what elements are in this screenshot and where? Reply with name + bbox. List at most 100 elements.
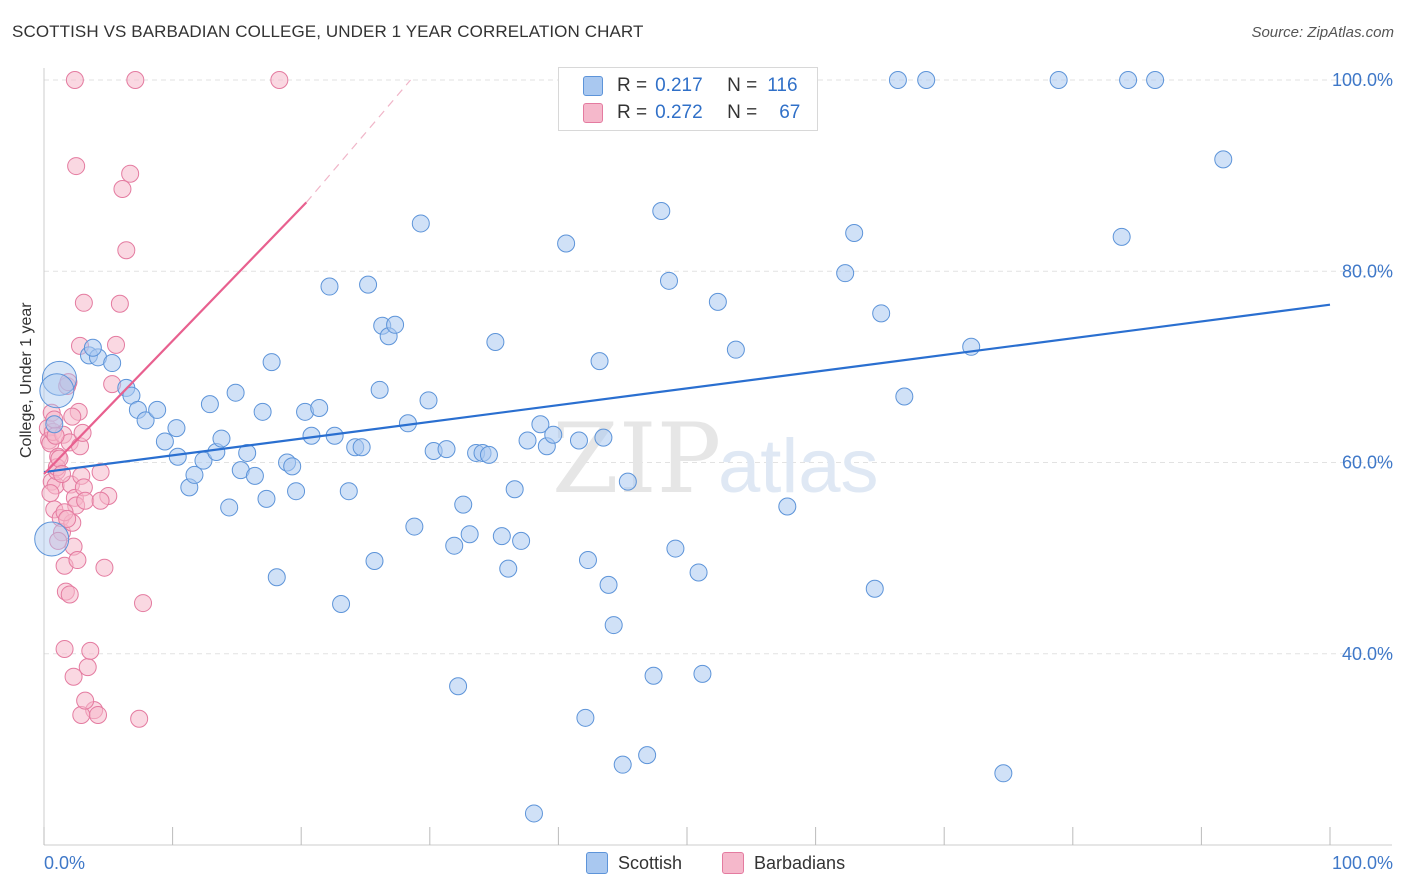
barbadian-points bbox=[38, 71, 289, 728]
scottish-point bbox=[370, 380, 389, 399]
barbadian-point bbox=[121, 164, 140, 183]
scottish-point bbox=[168, 447, 187, 466]
barbadian-point bbox=[270, 71, 289, 89]
scottish-point bbox=[689, 563, 708, 582]
scottish-point bbox=[659, 271, 678, 290]
scottish-point bbox=[310, 398, 329, 417]
scottish-point bbox=[283, 457, 302, 476]
source-credit: Source: ZipAtlas.com bbox=[1251, 24, 1394, 41]
scottish-point bbox=[599, 575, 618, 594]
scottish-point bbox=[557, 234, 576, 253]
scottish-point bbox=[136, 411, 155, 430]
scottish-point bbox=[267, 568, 286, 587]
scottish-point bbox=[287, 482, 306, 501]
scottish-point bbox=[499, 559, 518, 578]
scottish-point bbox=[45, 415, 64, 434]
x-tick-label-max: 100.0% bbox=[1332, 853, 1393, 873]
watermark: ZIP atlas bbox=[552, 403, 879, 515]
barbadian-point bbox=[107, 335, 126, 354]
scottish-point bbox=[836, 264, 855, 283]
y-tick-label: 100.0% bbox=[1332, 70, 1393, 90]
y-axis-title: College, Under 1 year bbox=[18, 302, 35, 458]
scottish-point bbox=[1112, 227, 1131, 246]
scottish-point bbox=[594, 428, 613, 447]
watermark-atlas: atlas bbox=[718, 424, 879, 509]
scottish-point bbox=[253, 402, 272, 421]
scottish-point bbox=[917, 71, 936, 89]
scottish-point bbox=[479, 445, 498, 464]
scottish-point bbox=[332, 595, 351, 614]
scottish-point bbox=[386, 315, 405, 334]
scottish-point bbox=[411, 214, 430, 233]
scottish-point bbox=[437, 440, 456, 459]
scottish-point bbox=[638, 746, 657, 765]
axes bbox=[43, 68, 1392, 846]
barbadian-point bbox=[76, 491, 95, 510]
bottom-legend-barbadian: Barbadians bbox=[722, 852, 845, 874]
scottish-point bbox=[454, 495, 473, 514]
barbadian-point bbox=[67, 157, 86, 176]
barbadian-point bbox=[91, 463, 110, 482]
scottish-point bbox=[604, 616, 623, 635]
scottish-points bbox=[34, 71, 1233, 823]
barbadian-trend-extension bbox=[305, 79, 411, 203]
scottish-point bbox=[613, 755, 632, 774]
legend-n-label: N = bbox=[727, 102, 758, 123]
scottish-point bbox=[531, 415, 550, 434]
barbadian-point bbox=[64, 667, 83, 686]
scottish-point bbox=[419, 391, 438, 410]
scottish-point bbox=[460, 525, 479, 544]
scottish-point bbox=[238, 443, 257, 462]
scottish-point bbox=[39, 373, 75, 409]
barbadian-point bbox=[65, 71, 84, 89]
barbadian-trend-line bbox=[43, 201, 308, 475]
scottish-point bbox=[590, 352, 609, 371]
scottish-point bbox=[644, 666, 663, 685]
scottish-point bbox=[895, 387, 914, 406]
y-tick-label: 80.0% bbox=[1342, 261, 1393, 281]
scottish-point bbox=[486, 333, 505, 352]
scottish-point bbox=[226, 383, 245, 402]
barbadian-point bbox=[91, 491, 110, 510]
bottom-label-scottish: Scottish bbox=[618, 852, 683, 873]
scottish-point bbox=[365, 551, 384, 570]
legend-swatch-barbadian bbox=[583, 103, 603, 123]
tick-labels: 100.0% 80.0% 60.0% 40.0% 0.0% 100.0% bbox=[44, 70, 1393, 873]
scottish-point bbox=[726, 340, 745, 359]
barbadian-point bbox=[81, 641, 100, 660]
scottish-point bbox=[405, 517, 424, 536]
scottish-point bbox=[708, 292, 727, 311]
grid-lines bbox=[44, 79, 1392, 655]
barbadian-point bbox=[130, 709, 149, 728]
watermark-zip: ZIP bbox=[552, 403, 721, 515]
bottom-legend-scottish: Scottish bbox=[586, 852, 682, 874]
barbadian-point bbox=[68, 551, 87, 570]
scottish-point bbox=[1049, 71, 1068, 89]
scottish-point bbox=[512, 531, 531, 550]
barbadian-point bbox=[74, 293, 93, 312]
scottish-point bbox=[569, 431, 588, 450]
scottish-point bbox=[220, 498, 239, 517]
bottom-swatch-scottish bbox=[586, 852, 608, 874]
bottom-swatch-barbadian bbox=[722, 852, 744, 874]
scottish-point bbox=[693, 664, 712, 683]
legend-swatch-scottish bbox=[583, 76, 603, 96]
legend-barbadian-n: 67 bbox=[779, 102, 801, 123]
scottish-point bbox=[34, 521, 70, 557]
scottish-point bbox=[544, 425, 563, 444]
scottish-point bbox=[666, 539, 685, 558]
scottish-point bbox=[83, 338, 102, 357]
legend-row-barbadian: R = 0.272 N = 67 bbox=[583, 101, 801, 125]
barbadian-point bbox=[49, 531, 68, 550]
bottom-label-barbadian: Barbadians bbox=[754, 852, 846, 873]
barbadian-point bbox=[60, 585, 79, 604]
trend-lines bbox=[43, 79, 1331, 475]
y-tick-label: 60.0% bbox=[1342, 453, 1393, 473]
scottish-point bbox=[1119, 71, 1138, 89]
barbadian-point bbox=[41, 484, 60, 503]
scottish-point bbox=[618, 472, 637, 491]
correlation-legend: R = 0.217 N = 116 R = 0.272 N = 67 bbox=[558, 67, 818, 131]
scottish-point bbox=[1214, 150, 1233, 169]
legend-r-label: R = bbox=[617, 75, 648, 96]
